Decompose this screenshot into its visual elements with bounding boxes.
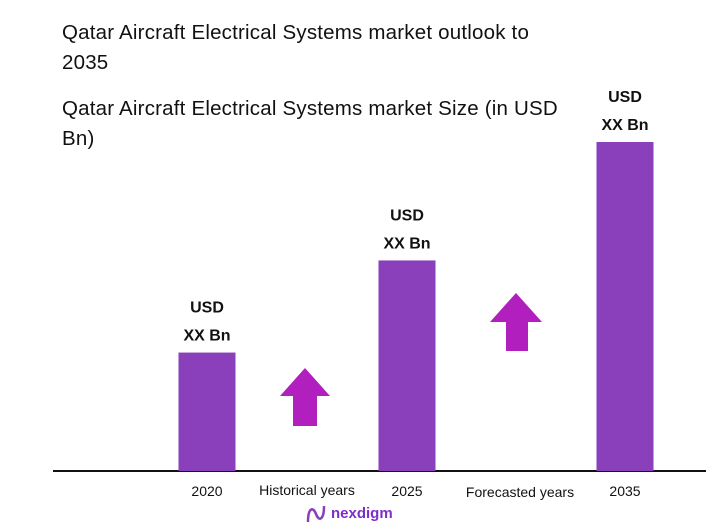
data-label-2035: XX Bn [601, 117, 648, 134]
data-label-2020: XX Bn [183, 328, 230, 345]
period-label-forecasted: Forecasted years [466, 484, 574, 500]
data-label-2035: USD [608, 89, 642, 106]
x-tick-label: 2035 [609, 483, 640, 499]
data-label-2025: XX Bn [383, 235, 430, 252]
logo-text: nexdigm [331, 505, 393, 522]
bar-2035 [596, 142, 654, 471]
nexdigm-logo: nexdigm [305, 504, 393, 524]
data-label-2020: USD [190, 300, 224, 317]
chart-subtitle: Qatar Aircraft Electrical Systems market… [62, 97, 558, 150]
up-arrow-icon [280, 368, 330, 426]
period-label-historical: Historical years [259, 482, 355, 498]
x-tick-label: 2020 [191, 483, 222, 499]
bar-2020 [178, 352, 236, 471]
logo-wave-icon [306, 505, 326, 523]
data-label-2025: USD [390, 207, 424, 224]
x-tick-label: 2025 [391, 483, 422, 499]
chart-title: Qatar Aircraft Electrical Systems market… [62, 21, 530, 74]
up-arrow-icon [490, 293, 542, 351]
bar-2025 [378, 260, 436, 471]
